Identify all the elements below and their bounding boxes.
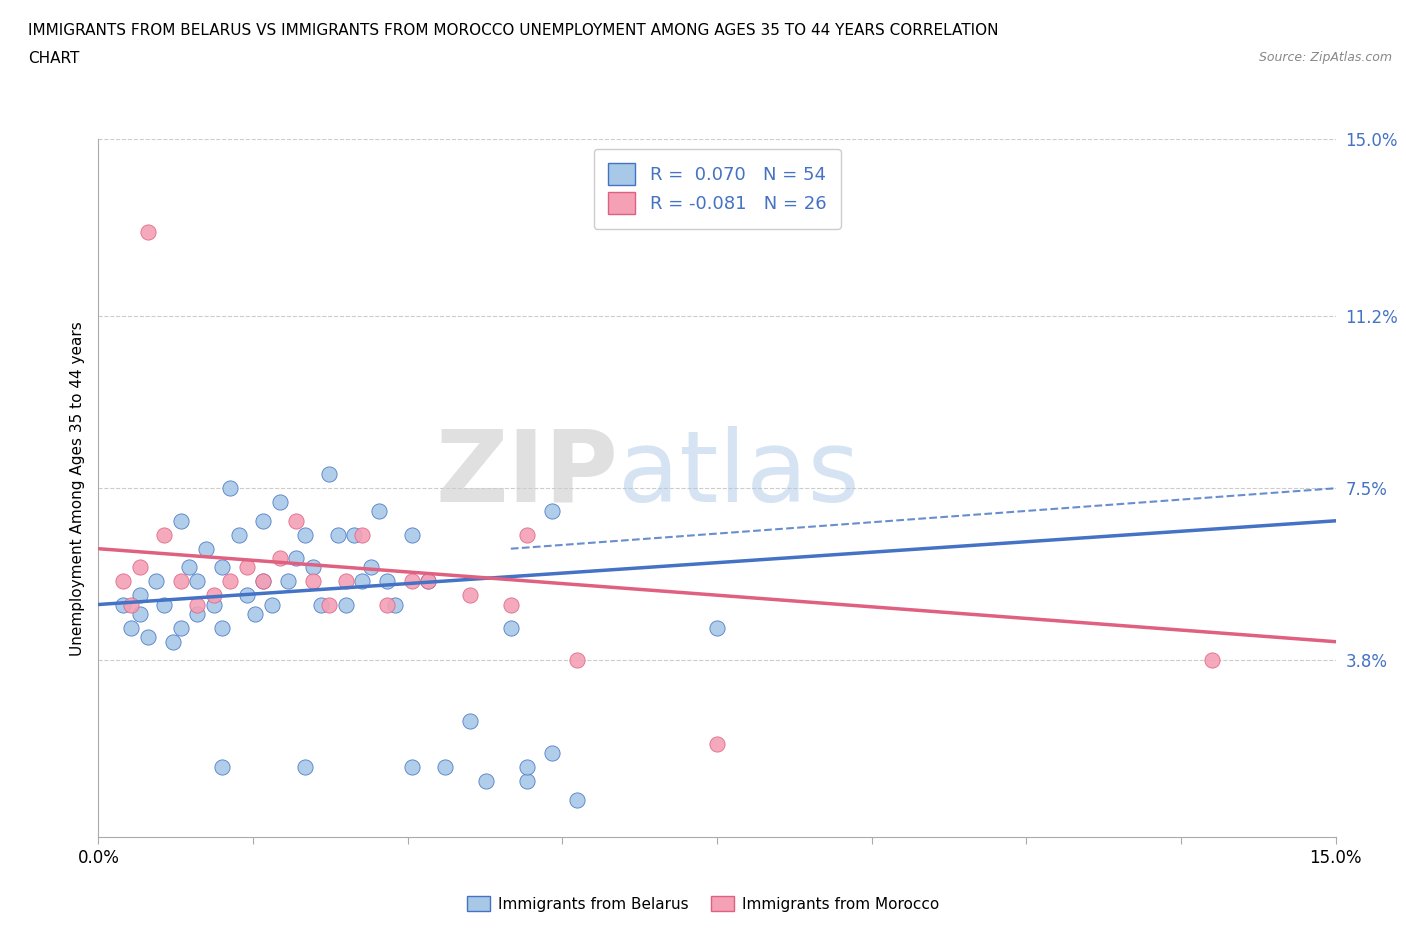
Point — [401, 527, 423, 542]
Legend: Immigrants from Belarus, Immigrants from Morocco: Immigrants from Belarus, Immigrants from… — [461, 889, 945, 918]
Point — [170, 620, 193, 635]
Text: CHART: CHART — [28, 51, 80, 66]
Point — [565, 792, 588, 807]
Point — [516, 774, 538, 789]
Point — [285, 513, 308, 528]
Point — [294, 527, 316, 542]
Point — [401, 760, 423, 775]
Text: ZIP: ZIP — [436, 426, 619, 523]
Point — [309, 597, 332, 612]
Point — [243, 606, 266, 621]
Point — [211, 560, 233, 575]
Text: atlas: atlas — [619, 426, 859, 523]
Text: Source: ZipAtlas.com: Source: ZipAtlas.com — [1258, 51, 1392, 64]
Text: IMMIGRANTS FROM BELARUS VS IMMIGRANTS FROM MOROCCO UNEMPLOYMENT AMONG AGES 35 TO: IMMIGRANTS FROM BELARUS VS IMMIGRANTS FR… — [28, 23, 998, 38]
Point — [302, 574, 325, 589]
Point — [112, 574, 135, 589]
Point — [541, 746, 564, 761]
Point — [128, 606, 150, 621]
Point — [516, 527, 538, 542]
Point — [260, 597, 283, 612]
Point — [252, 513, 274, 528]
Point — [136, 225, 159, 240]
Point — [162, 634, 184, 649]
Point — [335, 574, 357, 589]
Point — [228, 527, 250, 542]
Point — [145, 574, 167, 589]
Point — [302, 560, 325, 575]
Point — [136, 630, 159, 644]
Point — [1201, 653, 1223, 668]
Point — [294, 760, 316, 775]
Point — [219, 481, 242, 496]
Y-axis label: Unemployment Among Ages 35 to 44 years: Unemployment Among Ages 35 to 44 years — [69, 321, 84, 656]
Point — [112, 597, 135, 612]
Point — [326, 527, 349, 542]
Point — [120, 620, 142, 635]
Point — [352, 574, 374, 589]
Point — [418, 574, 440, 589]
Point — [433, 760, 456, 775]
Point — [219, 574, 242, 589]
Point — [202, 597, 225, 612]
Point — [384, 597, 406, 612]
Point — [318, 597, 340, 612]
Point — [211, 760, 233, 775]
Point — [170, 513, 193, 528]
Point — [475, 774, 498, 789]
Point — [153, 597, 176, 612]
Point — [375, 597, 398, 612]
Point — [120, 597, 142, 612]
Point — [186, 606, 208, 621]
Point — [541, 504, 564, 519]
Point — [401, 574, 423, 589]
Point — [706, 737, 728, 751]
Point — [128, 588, 150, 603]
Point — [202, 588, 225, 603]
Point — [706, 620, 728, 635]
Point — [179, 560, 201, 575]
Point — [367, 504, 389, 519]
Point — [269, 551, 291, 565]
Point — [418, 574, 440, 589]
Point — [153, 527, 176, 542]
Legend: R =  0.070   N = 54, R = -0.081   N = 26: R = 0.070 N = 54, R = -0.081 N = 26 — [593, 149, 841, 229]
Point — [343, 527, 366, 542]
Point — [499, 597, 522, 612]
Point — [360, 560, 382, 575]
Point — [211, 620, 233, 635]
Point — [269, 495, 291, 510]
Point — [516, 760, 538, 775]
Point — [277, 574, 299, 589]
Point — [128, 560, 150, 575]
Point — [375, 574, 398, 589]
Point — [186, 574, 208, 589]
Point — [499, 620, 522, 635]
Point — [458, 713, 481, 728]
Point — [236, 560, 259, 575]
Point — [335, 597, 357, 612]
Point — [236, 588, 259, 603]
Point — [252, 574, 274, 589]
Point — [194, 541, 217, 556]
Point — [458, 588, 481, 603]
Point — [252, 574, 274, 589]
Point — [285, 551, 308, 565]
Point — [170, 574, 193, 589]
Point — [565, 653, 588, 668]
Point — [352, 527, 374, 542]
Point — [318, 467, 340, 482]
Point — [186, 597, 208, 612]
